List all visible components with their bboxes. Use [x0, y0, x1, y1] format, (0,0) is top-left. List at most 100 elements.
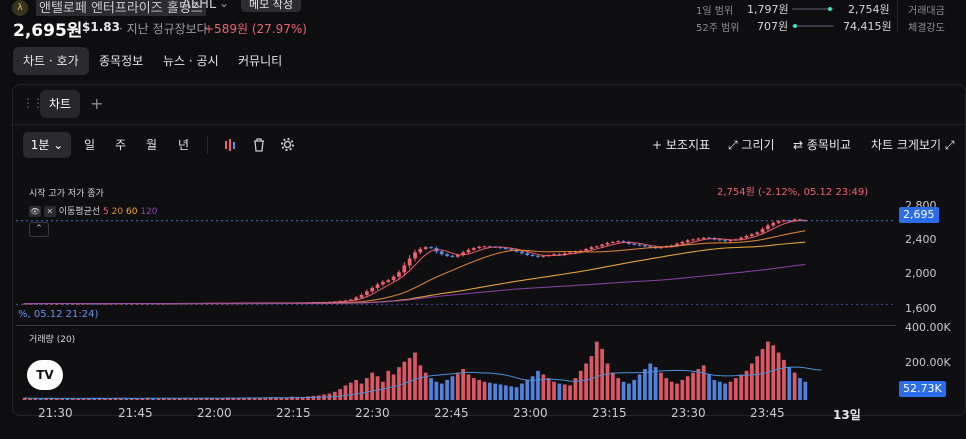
candle	[348, 299, 353, 301]
close-icon[interactable]: ✕	[43, 206, 56, 217]
tab-news[interactable]: 뉴스 · 공시	[163, 54, 219, 68]
volume-bar	[177, 398, 182, 400]
candle	[359, 294, 364, 298]
volume-bar	[268, 397, 273, 400]
y-tick-2000: 2,000	[905, 267, 937, 280]
candle	[375, 284, 380, 288]
volume-bar	[717, 381, 722, 400]
stock-logo: λ	[12, 0, 28, 16]
volume-label: 거래량 (20)	[29, 335, 76, 345]
price-chart[interactable]	[16, 195, 896, 405]
interval-day[interactable]: 일	[84, 138, 96, 152]
volume-bar	[386, 370, 391, 400]
candle-type-icon[interactable]	[223, 138, 239, 152]
volume-bar	[439, 383, 444, 400]
volume-bar	[541, 374, 546, 400]
pane-separator[interactable]	[16, 325, 896, 326]
candle	[477, 246, 482, 249]
volume-bar	[568, 385, 572, 400]
volume-bar	[215, 397, 220, 400]
x-tick: 22:15	[276, 406, 311, 420]
drag-handle-icon[interactable]: ⋮⋮	[22, 96, 44, 110]
eye-icon[interactable]: 👁	[29, 206, 41, 217]
volume-bar	[311, 395, 316, 400]
trash-icon[interactable]	[252, 137, 266, 153]
ohlc-legend: 시작 고가 저가 종가	[29, 189, 104, 199]
stock-name[interactable]: 앤텔로페 엔터프라이즈 홀딩스	[36, 0, 206, 16]
x-tick: 22:45	[434, 406, 469, 420]
volume-bar	[22, 397, 27, 400]
volume-bar	[225, 397, 230, 400]
candle	[594, 246, 599, 248]
gear-icon[interactable]	[280, 137, 295, 152]
candle	[541, 255, 546, 257]
price-change: +589원 (27.97%)	[204, 22, 307, 36]
stock-ticker: AEHL	[182, 0, 217, 12]
volume-bar	[38, 398, 43, 400]
draw-button[interactable]: ⤢ 그리기	[728, 138, 775, 152]
volume-bar	[151, 398, 155, 400]
volume-bar	[263, 397, 268, 400]
tab-community[interactable]: 커뮤니티	[238, 54, 283, 68]
volume-bar	[306, 396, 310, 400]
volume-bar	[562, 384, 567, 400]
ma-label: 이동평균선	[58, 207, 101, 217]
candle	[728, 240, 733, 242]
expand-chart-button[interactable]: 차트 크게보기 ⤢	[871, 138, 955, 152]
volume-bar	[653, 367, 658, 400]
volume-bar	[402, 361, 407, 400]
volume-bar	[648, 363, 653, 400]
candle	[627, 242, 631, 244]
interval-year[interactable]: 년	[178, 138, 190, 152]
volume-bar	[557, 383, 562, 400]
volume-bar	[188, 397, 193, 400]
volume-bar	[707, 374, 711, 400]
volume-bar	[691, 372, 695, 400]
interval-month[interactable]: 월	[146, 138, 158, 152]
volume-bar	[600, 348, 605, 400]
indicator-button[interactable]: + 보조지표	[652, 138, 711, 152]
volume-bar	[787, 367, 792, 400]
chevron-down-icon: ⌄	[53, 138, 64, 152]
ma-line-5	[24, 219, 806, 305]
current-price: 2,695원	[13, 21, 83, 41]
ma-60: 60	[125, 207, 138, 217]
volume-bar	[391, 374, 396, 400]
candle	[605, 242, 610, 245]
volume-bar	[616, 378, 621, 400]
tab-chart-orderbook[interactable]: 차트 · 호가	[13, 47, 89, 75]
memo-button[interactable]: 메모 작성	[241, 0, 301, 12]
candle	[760, 229, 765, 233]
ma-5: 5	[103, 207, 109, 217]
candle	[530, 255, 535, 256]
candle	[776, 221, 781, 223]
volume-bar	[434, 381, 439, 400]
interval-1min-label: 1분	[30, 138, 50, 152]
week52-range-high: 74,415원	[843, 20, 892, 33]
candle	[803, 220, 808, 222]
collapse-legend-button[interactable]: ⌃	[29, 222, 49, 237]
day-range-low: 1,797원	[747, 3, 789, 16]
tab-chart[interactable]: 차트	[40, 90, 80, 118]
volume-bar	[798, 378, 802, 400]
volume-bar	[135, 398, 139, 400]
interval-select[interactable]: 1분 ⌄	[23, 132, 71, 158]
interval-week[interactable]: 주	[115, 138, 127, 152]
compare-button[interactable]: ⇄ 종목비교	[793, 138, 852, 152]
week52-range-label: 52주 범위	[696, 23, 740, 34]
volume-bar	[365, 378, 369, 400]
add-tab-icon[interactable]: +	[90, 94, 104, 113]
volume-bar	[397, 367, 401, 400]
chevron-down-icon[interactable]: ⌄	[219, 0, 230, 10]
candle	[482, 246, 487, 248]
tradingview-logo[interactable]: TV	[27, 360, 63, 390]
tab-stock-info[interactable]: 종목정보	[99, 54, 144, 68]
candle	[402, 265, 407, 273]
volume-bar	[482, 381, 487, 400]
y-tick-1600: 1,600	[905, 302, 937, 315]
volume-bar	[675, 383, 679, 400]
x-tick: 22:30	[355, 406, 390, 420]
candle	[391, 276, 396, 281]
volume-bar	[354, 379, 359, 400]
volume-bar	[156, 398, 161, 400]
